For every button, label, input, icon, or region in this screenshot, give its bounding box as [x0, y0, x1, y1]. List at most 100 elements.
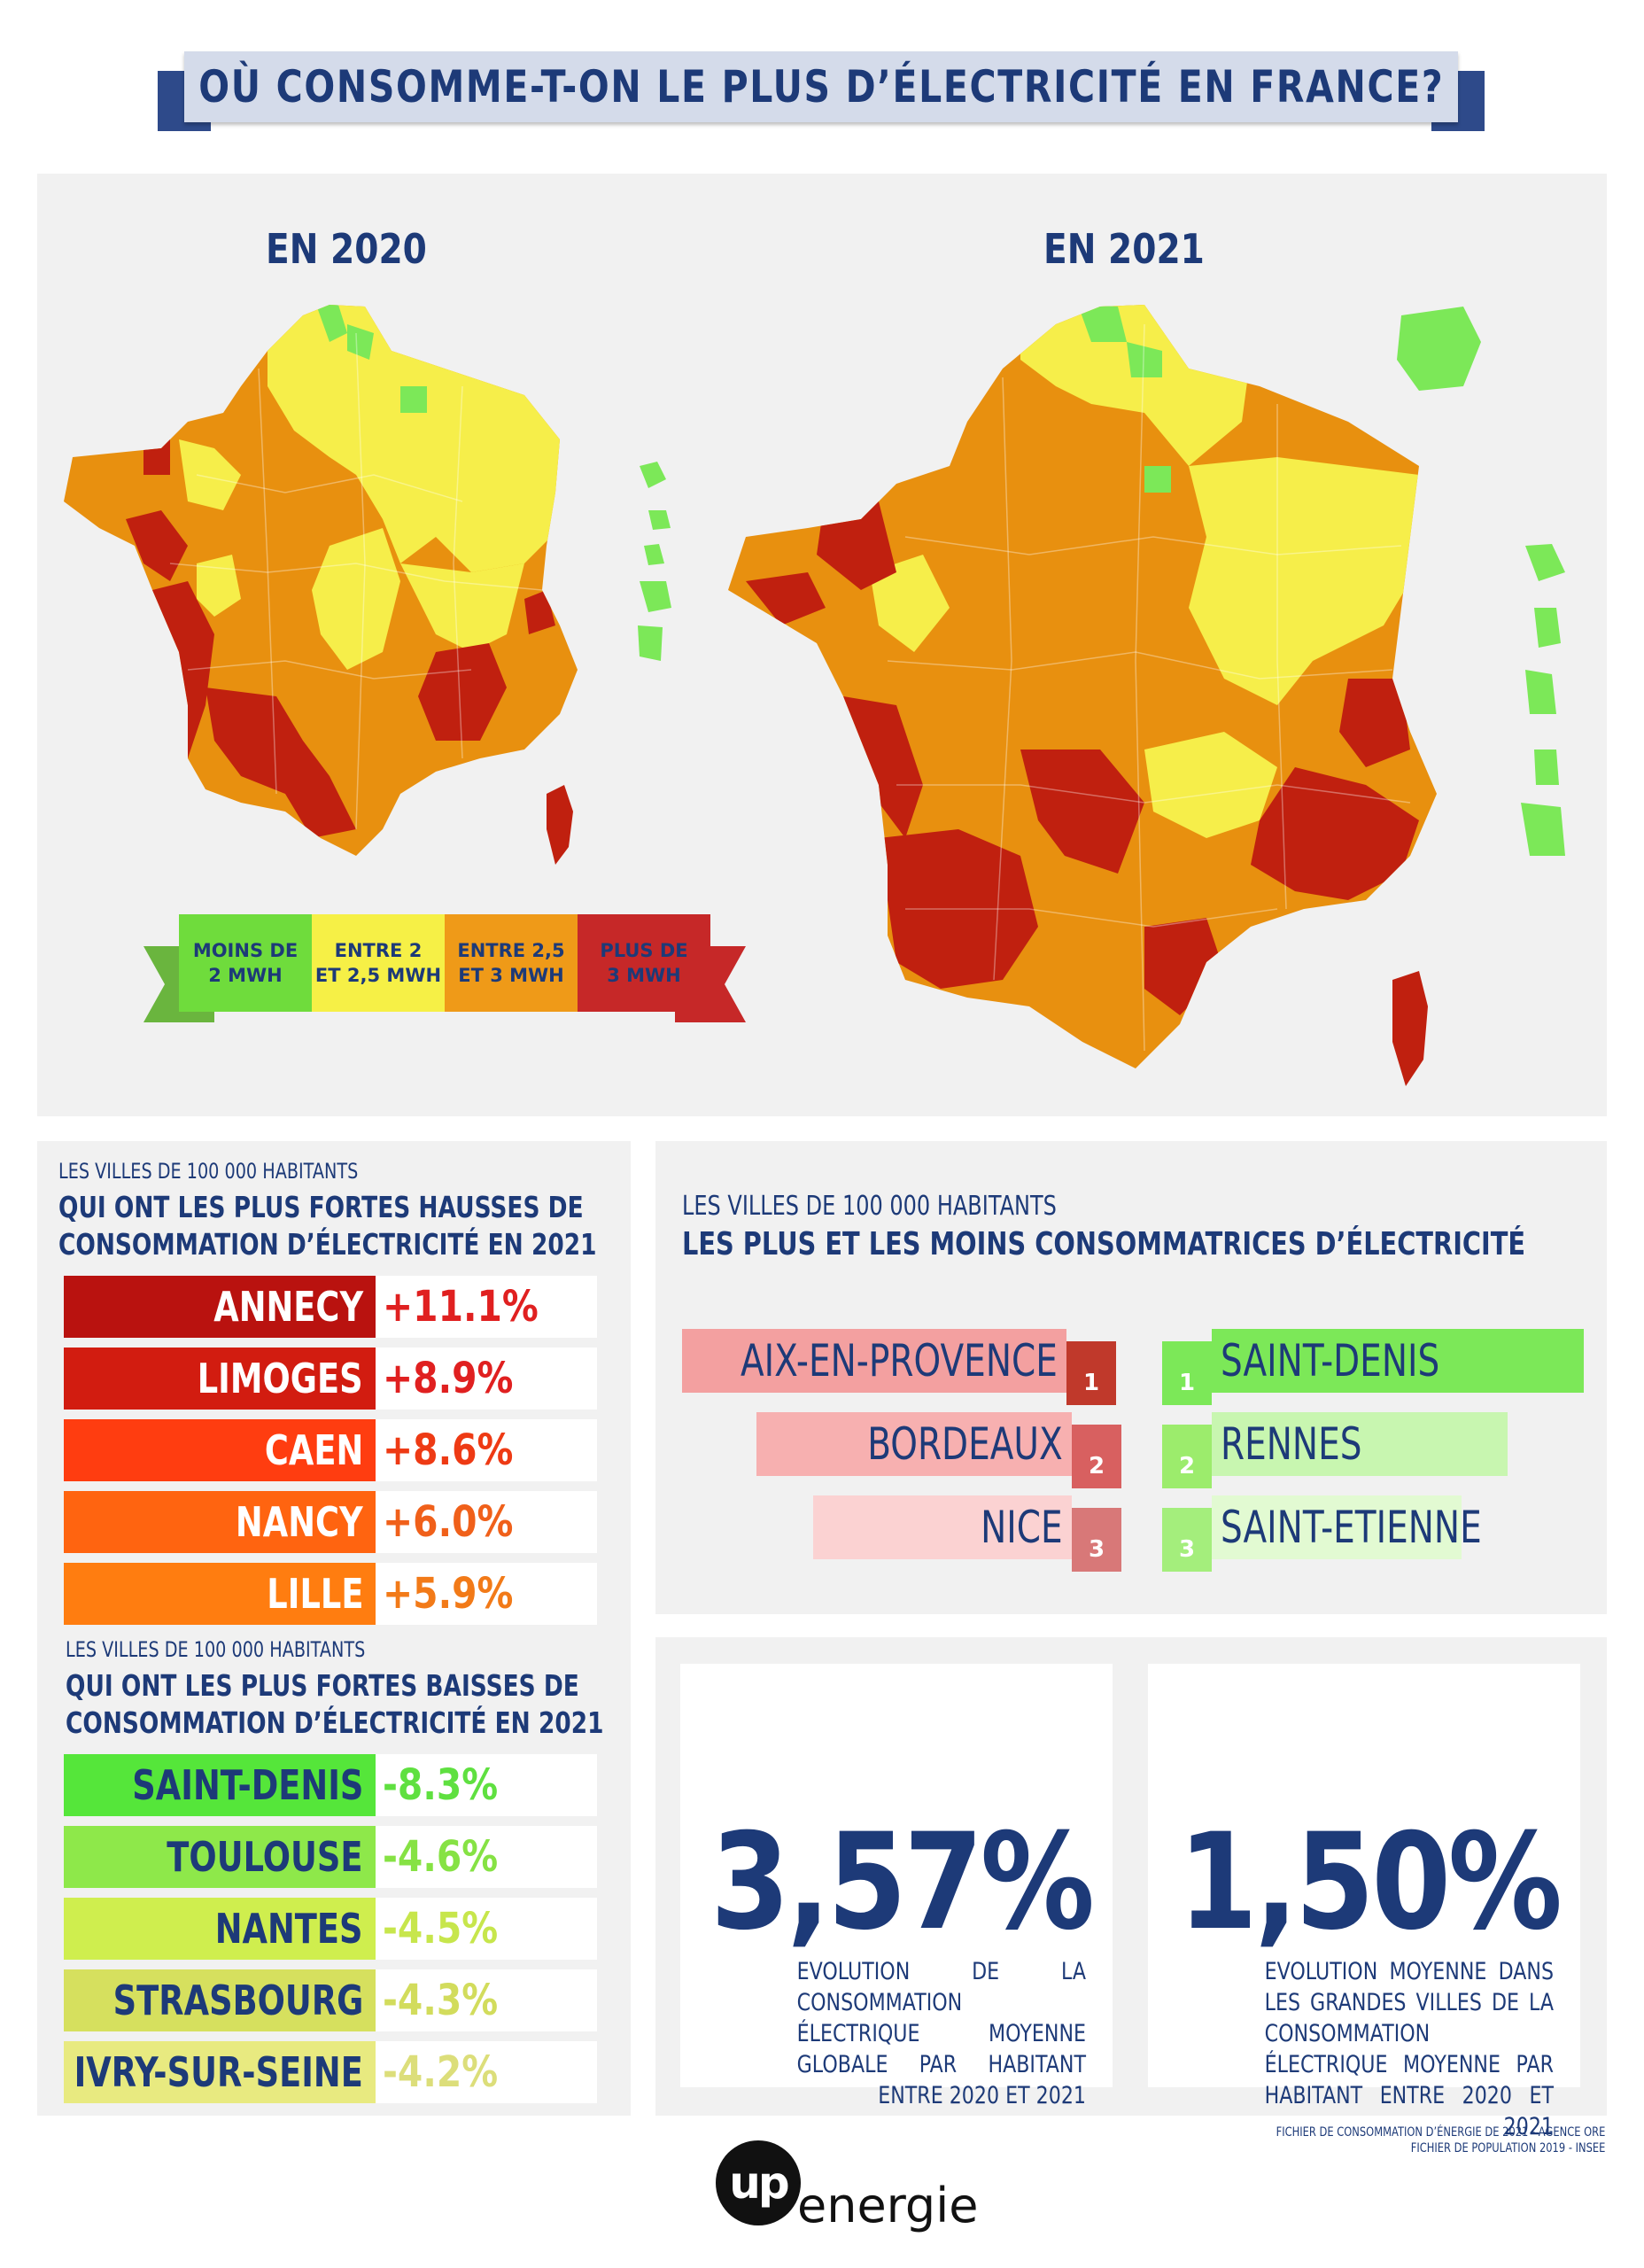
baisse-pct: -4.3%: [383, 1976, 499, 2025]
legend-label: 2 MWH: [208, 965, 283, 986]
hausse-city-cell: LIMOGES: [64, 1348, 376, 1410]
hausse-pct: +8.9%: [383, 1354, 514, 1403]
rank-plus-2: BORDEAUX: [756, 1412, 1072, 1476]
rank-moins-city: SAINT-ETIENNE: [1221, 1502, 1482, 1553]
baisse-row: SAINT-DENIS -8.3%: [64, 1754, 597, 1816]
baisse-city: NANTES: [215, 1905, 363, 1953]
baisse-pct-cell: -4.2%: [383, 2041, 518, 2103]
hausse-pct: +6.0%: [383, 1497, 514, 1547]
map-heading-2021: EN 2021: [1043, 225, 1205, 273]
map-france-2021: [728, 305, 1565, 1086]
baisse-row: STRASBOURG -4.3%: [64, 1969, 597, 2031]
banner-band: OÙ CONSOMME-T-ON LE PLUS D’ÉLECTRICITÉ E…: [184, 51, 1458, 122]
hausse-pct: +11.1%: [383, 1282, 539, 1332]
legend-cells: MOINS DE 2 MWH ENTRE 2 ET 2,5 MWH ENTRE 2,…: [179, 914, 710, 1012]
ranking-subtitle: LES VILLES DE 100 000 HABITANTS: [682, 1191, 1057, 1222]
stat-value: 1,50%: [1178, 1806, 1563, 1960]
hausse-row: ANNECY +11.1%: [64, 1276, 597, 1338]
stat-card-global: 3,57% EVOLUTION DE LA CONSOMMATION ÉLECT…: [680, 1664, 1113, 2109]
rank-moins-number: 1: [1162, 1341, 1212, 1405]
baisse-city: STRASBOURG: [112, 1977, 363, 2024]
rank-moins-1: SAINT-DENIS: [1212, 1329, 1584, 1393]
baisse-city: SAINT-DENIS: [131, 1761, 363, 1809]
legend-item-mid-high: ENTRE 2,5 ET 3 MWH: [445, 914, 578, 1012]
rank-moins-2: RENNES: [1212, 1412, 1508, 1476]
hausse-pct-cell: +8.6%: [383, 1419, 536, 1481]
hausse-city: ANNECY: [213, 1283, 363, 1331]
baisse-row: NANTES -4.5%: [64, 1898, 597, 1960]
rank-plus-3: NICE: [813, 1495, 1072, 1559]
hausse-city: NANCY: [236, 1498, 363, 1546]
legend-item-low: MOINS DE 2 MWH: [179, 914, 312, 1012]
rank-moins-3: SAINT-ETIENNE: [1212, 1495, 1482, 1559]
hausse-row: CAEN +8.6%: [64, 1419, 597, 1481]
rank-number: 1: [1082, 1370, 1100, 1396]
legend-label: PLUS DE: [600, 940, 688, 961]
baisse-city-cell: IVRY-SUR-SEINE: [64, 2041, 376, 2103]
hausse-city: CAEN: [264, 1426, 363, 1474]
maps-panel: EN 2020 EN 2021: [37, 174, 1607, 1116]
legend-item-high: PLUS DE 3 MWH: [578, 914, 710, 1012]
hausse-pct-cell: +11.1%: [383, 1276, 566, 1338]
legend-item-mid-low: ENTRE 2 ET 2,5 MWH: [312, 914, 445, 1012]
hausse-row: LILLE +5.9%: [64, 1563, 597, 1625]
baisse-pct-cell: -4.6%: [383, 1826, 518, 1888]
rank-number: 2: [1088, 1453, 1105, 1480]
rank-plus-number: 3: [1072, 1508, 1121, 1572]
hausse-city-cell: NANCY: [64, 1491, 376, 1553]
baisse-pct-cell: -4.5%: [383, 1898, 518, 1960]
baisse-city-cell: STRASBOURG: [64, 1969, 376, 2031]
rank-number: 3: [1178, 1536, 1196, 1563]
baisse-pct: -4.2%: [383, 2047, 499, 2097]
hausse-pct: +8.6%: [383, 1425, 514, 1475]
rank-number: 2: [1178, 1453, 1196, 1480]
hausse-pct-cell: +8.9%: [383, 1348, 536, 1410]
stats-panel: 3,57% EVOLUTION DE LA CONSOMMATION ÉLECT…: [655, 1637, 1607, 2140]
logo-mark: up: [716, 2140, 801, 2225]
baisse-city-cell: NANTES: [64, 1898, 376, 1960]
rank-moins-city: SAINT-DENIS: [1221, 1335, 1440, 1386]
rank-plus-1: AIX-EN-PROVENCE: [682, 1329, 1066, 1393]
baisse-pct: -8.3%: [383, 1760, 499, 1810]
rank-moins-number: 3: [1162, 1508, 1212, 1572]
ranking-title: LES PLUS ET LES MOINS CONSOMMATRICES D’É…: [682, 1226, 1526, 1262]
baisse-pct-cell: -4.3%: [383, 1969, 518, 2031]
source-line: FICHIER DE POPULATION 2019 - INSEE: [1410, 2141, 1605, 2155]
rank-moins-city: RENNES: [1221, 1418, 1362, 1470]
rank-number: 3: [1088, 1536, 1105, 1563]
legend-ribbon: MOINS DE 2 MWH ENTRE 2 ET 2,5 MWH ENTRE 2,…: [143, 914, 746, 1047]
baisse-pct: -4.6%: [383, 1832, 499, 1882]
hausse-pct-cell: +6.0%: [383, 1491, 536, 1553]
source-line: FICHIER DE CONSOMMATION D’ÉNERGIE DE 202…: [1276, 2125, 1605, 2140]
hausses-title-line2: CONSOMMATION D’ÉLECTRICITÉ EN 2021: [58, 1227, 597, 1262]
baisses-title-line1: QUI ONT LES PLUS FORTES BAISSES DE: [66, 1668, 579, 1703]
baisse-row: IVRY-SUR-SEINE -4.2%: [64, 2041, 597, 2103]
hausse-row: NANCY +6.0%: [64, 1491, 597, 1553]
sources: FICHIER DE CONSOMMATION D’ÉNERGIE DE 202…: [1276, 2124, 1605, 2156]
map-heading-2020: EN 2020: [266, 225, 427, 273]
baisse-pct: -4.5%: [383, 1904, 499, 1953]
rank-number: 1: [1178, 1370, 1196, 1396]
stat-value: 3,57%: [710, 1806, 1095, 1960]
logo-mark-text: up: [729, 2157, 789, 2209]
hausse-city-cell: LILLE: [64, 1563, 376, 1625]
rank-plus-number: 1: [1066, 1341, 1116, 1405]
hausse-pct: +5.9%: [383, 1569, 514, 1619]
title-banner: OÙ CONSOMME-T-ON LE PLUS D’ÉLECTRICITÉ E…: [158, 51, 1485, 131]
rank-plus-city: NICE: [981, 1502, 1063, 1553]
rank-plus-city: AIX-EN-PROVENCE: [741, 1335, 1058, 1386]
legend-label: ET 2,5 MWH: [314, 965, 442, 986]
baisses-title-line2: CONSOMMATION D’ÉLECTRICITÉ EN 2021: [66, 1705, 604, 1740]
legend-label: ENTRE 2,5: [457, 940, 565, 961]
baisse-city-cell: SAINT-DENIS: [64, 1754, 376, 1816]
hausse-city: LIMOGES: [198, 1355, 363, 1402]
upenergie-logo: up energie: [716, 2133, 978, 2240]
rank-plus-number: 2: [1072, 1425, 1121, 1488]
stat-card-grandes-villes: 1,50% EVOLUTION MOYENNE DANS LES GRANDES…: [1148, 1664, 1580, 2140]
map-france-2020: [64, 305, 671, 865]
stat-description: EVOLUTION MOYENNE DANS LES GRANDES VILLE…: [1264, 1958, 1554, 2140]
hausse-row: LIMOGES +8.9%: [64, 1348, 597, 1410]
stat-description: EVOLUTION DE LA CONSOMMATION ÉLECTRIQUE …: [796, 1958, 1086, 2109]
variations-panel: LES VILLES DE 100 000 HABITANTS QUI ONT …: [37, 1141, 631, 2116]
baisses-subtitle: LES VILLES DE 100 000 HABITANTS: [66, 1637, 366, 1662]
